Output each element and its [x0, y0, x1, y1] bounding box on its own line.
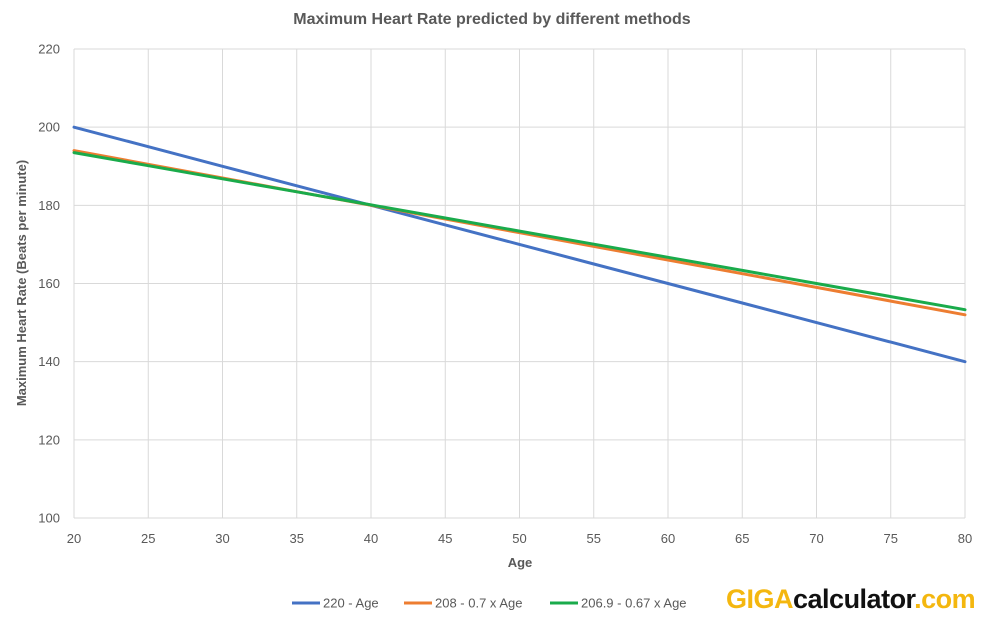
x-axis-label: Age [508, 555, 533, 570]
chart-title: Maximum Heart Rate predicted by differen… [293, 11, 691, 28]
series-line-1 [72, 125, 967, 364]
y-tick-label: 100 [38, 511, 60, 526]
x-tick-label: 60 [661, 531, 675, 546]
x-tick-label: 50 [512, 531, 526, 546]
x-tick-label: 75 [884, 531, 898, 546]
y-tick-label: 160 [38, 276, 60, 291]
x-tick-label: 40 [364, 531, 378, 546]
y-tick-label: 180 [38, 198, 60, 213]
x-tick-label: 30 [215, 531, 229, 546]
logo-calculator: calculator [793, 584, 915, 614]
gridlines [73, 48, 966, 519]
x-tick-label: 70 [809, 531, 823, 546]
logo-dotcom: .com [914, 584, 976, 614]
y-tick-label: 200 [38, 120, 60, 135]
x-tick-label: 80 [958, 531, 972, 546]
x-tick-label: 65 [735, 531, 749, 546]
legend: 220 - Age 208 - 0.7 x Age 206.9 - 0.67 x A… [292, 596, 687, 611]
x-tick-label: 35 [290, 531, 304, 546]
x-tick-label: 20 [67, 531, 81, 546]
legend-label: 208 - 0.7 x Age [435, 596, 522, 611]
legend-label: 206.9 - 0.67 x Age [581, 596, 687, 611]
series-lines [72, 125, 967, 364]
legend-label: 220 - Age [323, 596, 379, 611]
y-tick-labels: 100 120 140 160 180 200 220 [38, 42, 60, 526]
x-tick-labels: 20 25 30 35 40 45 50 55 60 65 70 75 80 [67, 531, 972, 546]
y-tick-label: 120 [38, 432, 60, 447]
giga-calculator-logo: GIGAcalculator.com [726, 584, 976, 615]
x-tick-label: 45 [438, 531, 452, 546]
x-tick-label: 55 [587, 531, 601, 546]
logo-giga: GIGA [726, 584, 794, 614]
x-tick-label: 25 [141, 531, 155, 546]
y-tick-label: 140 [38, 354, 60, 369]
y-tick-label: 220 [38, 42, 60, 57]
y-axis-label: Maximum Heart Rate (Beats per minute) [14, 160, 29, 406]
series-line-3 [72, 151, 967, 312]
